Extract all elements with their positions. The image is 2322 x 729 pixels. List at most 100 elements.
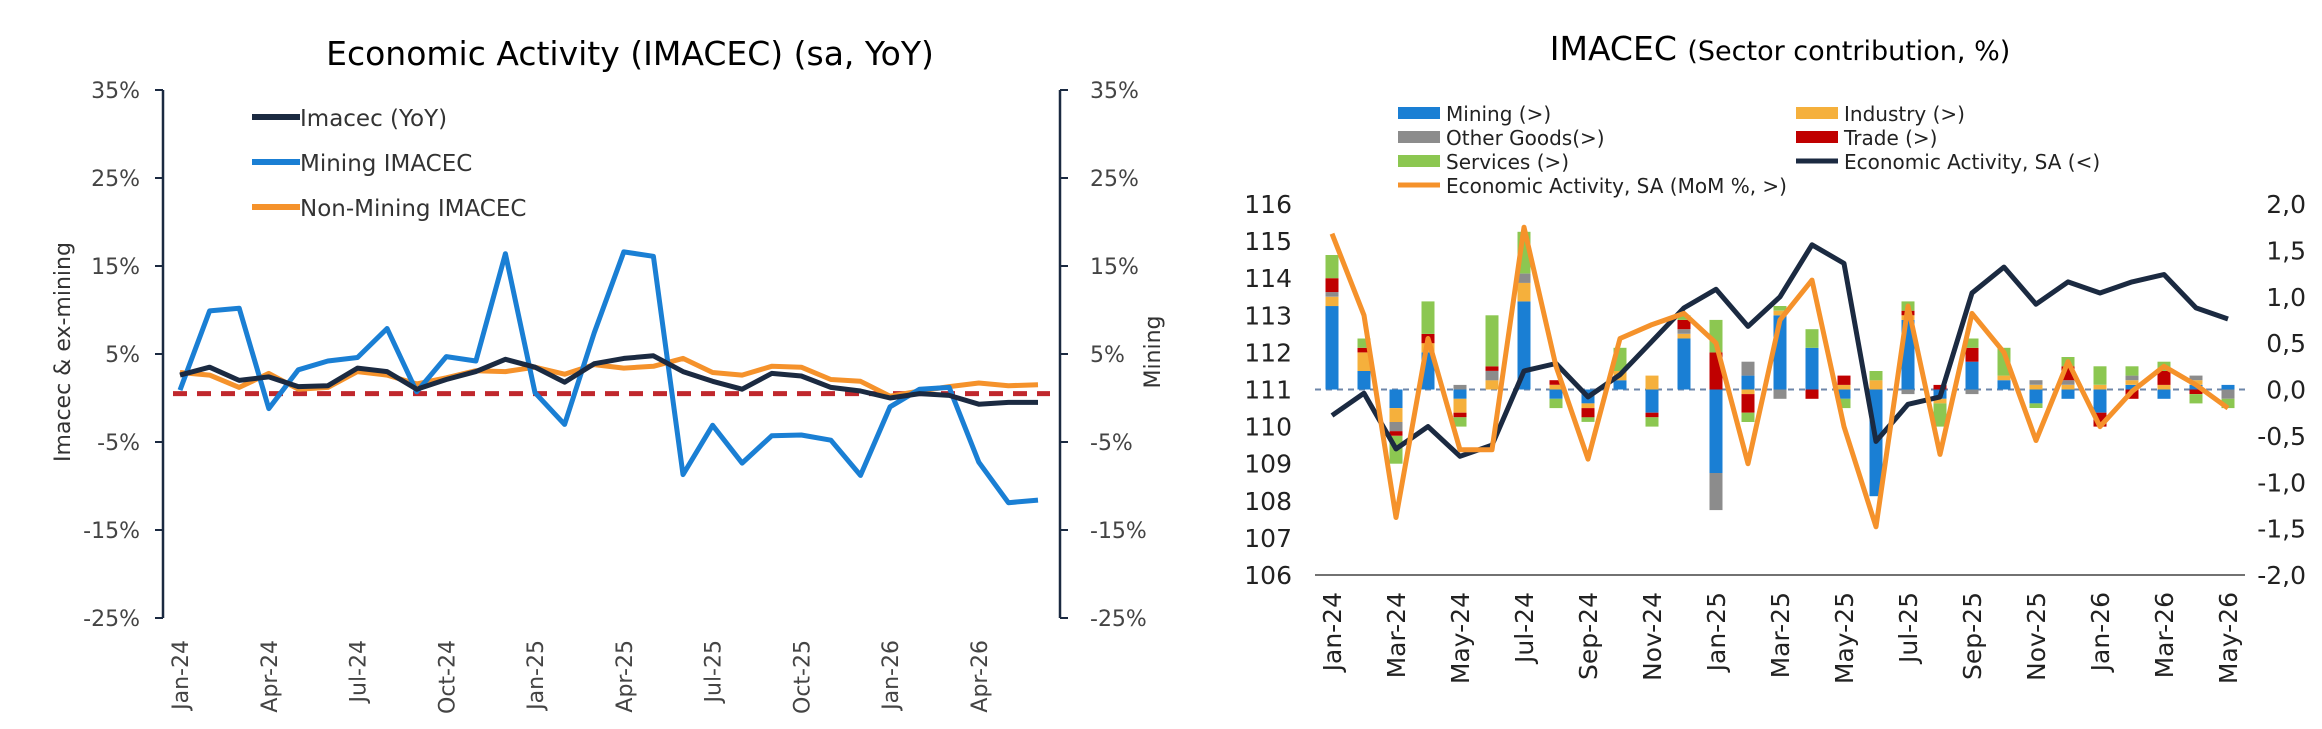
left-y-axis-label: Imacec & ex-mining <box>51 242 76 462</box>
bar-other-goods <box>2189 375 2203 381</box>
right-x-tick-label: May-26 <box>2214 592 2243 684</box>
bar-mining <box>1613 380 1627 390</box>
right-stacked-bars <box>1325 231 2235 511</box>
right-left-tick-label: 110 <box>1244 413 1292 442</box>
legend-label-other-goods: Other Goods(>) <box>1446 126 1605 150</box>
right-x-tick-label: Jul-25 <box>1894 592 1923 665</box>
legend-label-mining-contrib: Mining (>) <box>1446 102 1551 126</box>
bar-other-goods <box>1901 389 1915 395</box>
right-left-tick-label: 115 <box>1244 227 1292 256</box>
bar-services <box>2125 366 2139 376</box>
left-x-tick-label: Jul-24 <box>347 640 372 704</box>
right-title-main: IMACEC <box>1550 29 1688 68</box>
bar-services <box>1645 417 1659 427</box>
right-left-tick-label: 113 <box>1244 301 1292 330</box>
bar-trade <box>1837 375 1851 385</box>
left-x-tick-label: Apr-26 <box>968 640 993 713</box>
left-y-tick-label: -15% <box>83 519 140 544</box>
bar-other-goods <box>1389 422 1403 432</box>
bar-mining <box>1837 389 1851 399</box>
left-y2-tick-label: 15% <box>1090 255 1139 280</box>
bar-services <box>1805 329 1819 348</box>
left-chart-title: Economic Activity (IMACEC) (sa, YoY) <box>326 34 934 73</box>
legend-swatch-mining-contrib <box>1398 107 1440 119</box>
bar-other-goods <box>2221 389 2235 399</box>
bar-trade <box>1357 347 1371 353</box>
bar-trade <box>1453 412 1467 418</box>
right-x-tick-label: Mar-26 <box>2150 592 2179 678</box>
right-right-tick-label: -1,0 <box>2257 468 2306 497</box>
left-x-tick-label: Jan-24 <box>169 640 194 712</box>
bar-mining <box>1389 389 1403 409</box>
right-chart-title: IMACEC (Sector contribution, %) <box>1550 29 2011 68</box>
bar-mining <box>1709 389 1723 473</box>
bar-trade <box>1389 431 1403 436</box>
left-y2-tick-label: 25% <box>1090 167 1139 192</box>
bar-services <box>1869 371 1883 381</box>
right-x-tick-label: Nov-25 <box>2022 592 2051 681</box>
bar-industry <box>2061 384 2075 390</box>
bar-industry <box>1485 380 1499 390</box>
left-x-tick-label: Apr-25 <box>613 640 638 713</box>
bar-services <box>2189 394 2203 404</box>
bar-industry <box>1997 375 2011 381</box>
bar-mining <box>1645 389 1659 413</box>
right-left-tick-label: 112 <box>1244 338 1292 367</box>
right-chart: IMACEC (Sector contribution, %) Mining (… <box>1244 29 2306 684</box>
bar-services <box>1549 398 1563 409</box>
bar-other-goods <box>1741 361 1755 376</box>
bar-mining <box>1741 375 1755 390</box>
bar-trade <box>1677 319 1691 330</box>
right-right-tick-label: 0,0 <box>2266 376 2306 405</box>
left-y-ticks: 35% 25% 15% 5% -5% -15% -25% <box>83 79 140 632</box>
bar-services <box>1325 255 1339 279</box>
left-y-tick-label: -25% <box>83 607 140 632</box>
left-x-tick-label: Oct-24 <box>435 640 460 714</box>
bar-other-goods <box>1453 384 1467 390</box>
bar-mining <box>1517 301 1531 390</box>
bar-trade <box>2157 371 2171 385</box>
bar-industry <box>1773 310 1787 316</box>
right-left-tick-label: 116 <box>1244 190 1292 219</box>
right-right-tick-label: -0,5 <box>2257 422 2306 451</box>
left-y2-ticks: 35% 25% 15% 5% -5% -15% -25% <box>1090 79 1147 632</box>
bar-services <box>2093 366 2107 385</box>
bar-services <box>2029 403 2043 408</box>
bar-services <box>1485 315 1499 367</box>
left-x-tick-label: Apr-24 <box>258 640 283 713</box>
bar-other-goods <box>1709 473 1723 511</box>
legend-label-imacec: Imacec (YoY) <box>300 106 447 132</box>
bar-industry <box>1645 375 1659 390</box>
right-chart-left-ticks: 116 115 114 113 112 111 110 109 108 107 106 <box>1244 190 1292 590</box>
bar-services <box>2221 398 2235 409</box>
right-x-tick-label: Jan-24 <box>1318 592 1347 673</box>
bar-industry <box>1869 380 1883 390</box>
left-y2-tick-label: 5% <box>1090 343 1125 368</box>
bar-services <box>1677 315 1691 320</box>
legend-label-activity-level: Economic Activity, SA (<) <box>1844 150 2100 174</box>
bar-industry <box>1517 282 1531 302</box>
bar-services <box>1581 417 1595 422</box>
left-x-tick-label: Oct-25 <box>790 640 815 714</box>
bar-mining <box>2061 389 2075 399</box>
right-left-tick-label: 109 <box>1244 450 1292 479</box>
bar-industry <box>1741 389 1755 395</box>
bar-services <box>1453 417 1467 427</box>
right-x-tick-label: Nov-24 <box>1638 592 1667 681</box>
right-right-tick-label: 2,0 <box>2266 190 2306 219</box>
right-x-tick-label: Mar-24 <box>1382 592 1411 678</box>
bar-trade <box>1581 408 1595 418</box>
bar-other-goods <box>1517 273 1531 283</box>
bar-industry <box>1389 408 1403 422</box>
left-line-mining-imacec <box>177 249 1039 506</box>
right-legend: Mining (>) Industry (>) Other Goods(>) T… <box>1398 102 2100 198</box>
bar-industry <box>1325 296 1339 307</box>
bar-trade <box>1933 384 1947 390</box>
left-line-non-mining-imacec <box>179 355 1039 399</box>
left-axes <box>155 89 1068 619</box>
bar-mining <box>2157 389 2171 399</box>
bar-industry <box>1581 403 1595 408</box>
right-x-tick-label: Jan-25 <box>1702 592 1731 673</box>
bar-industry <box>2093 384 2107 390</box>
bar-trade <box>1485 366 1499 371</box>
